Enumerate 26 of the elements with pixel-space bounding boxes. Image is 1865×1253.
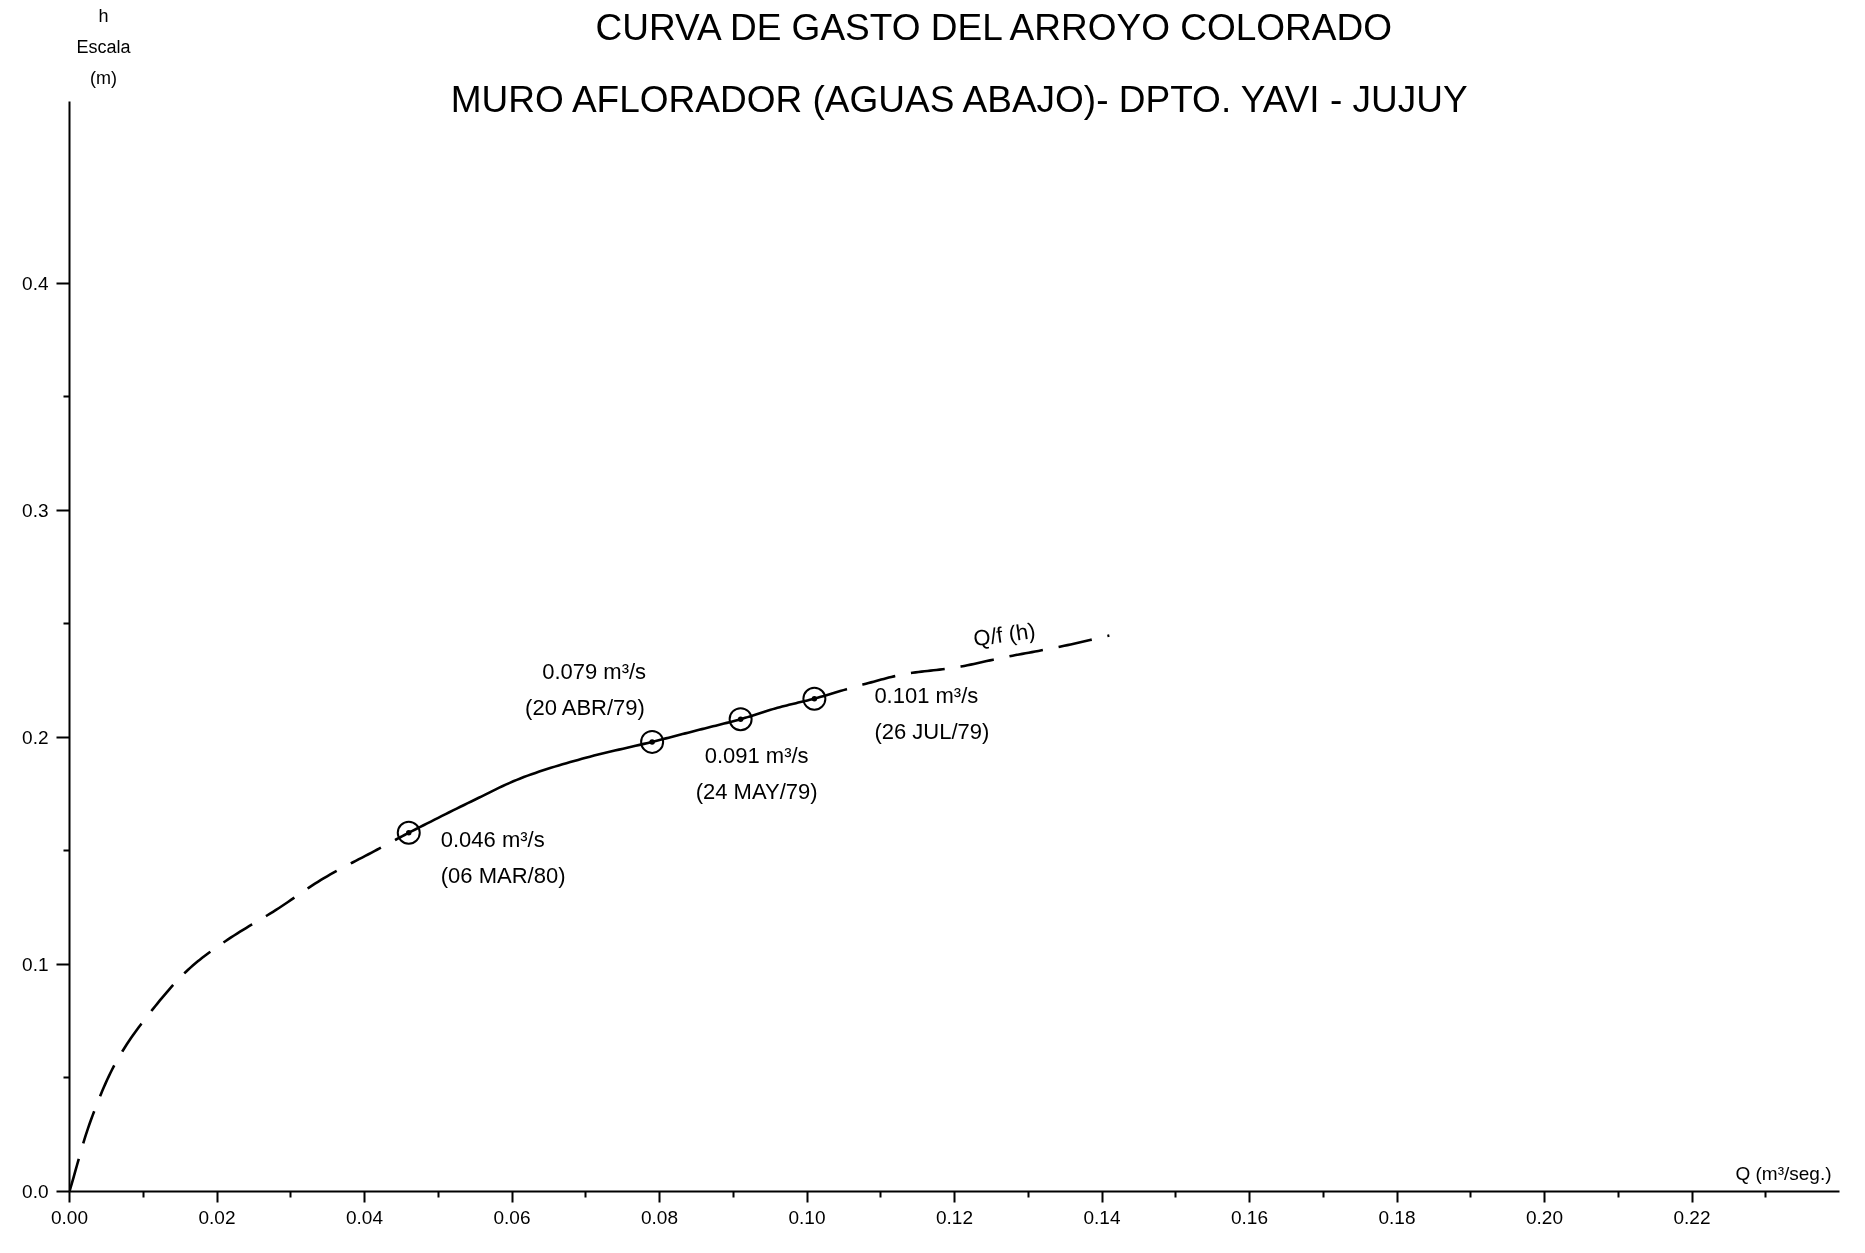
x-tick-label: 0.02 (198, 1206, 236, 1228)
y-tick-label: 0.1 (22, 953, 49, 975)
y-tick-label: 0.3 (22, 499, 49, 521)
chart-title: CURVA DE GASTO DEL ARROYO COLORADO (595, 7, 1392, 48)
x-tick-label: 0.22 (1673, 1206, 1711, 1228)
x-tick-label: 0.06 (493, 1206, 531, 1228)
x-tick-label: 0.14 (1083, 1206, 1121, 1228)
x-tick-label: 0.10 (788, 1206, 826, 1228)
annotation: 0.046 m³/s (06 MAR/80) (440, 826, 566, 888)
x-tick-label: 0.04 (346, 1206, 384, 1228)
x-tick-label: 0.20 (1526, 1206, 1563, 1228)
y-axis-title: h Escala (m) (76, 5, 132, 88)
annotation: Q/f (h) (971, 617, 1037, 652)
annotation: 0.091 m³/s (24 MAY/79) (695, 743, 818, 805)
x-tick-label: 0.08 (641, 1206, 678, 1228)
annotation: 0.101 m³/s (26 JUL/79) (874, 682, 990, 744)
y-tick-label: 0.2 (22, 726, 49, 748)
annotation: 0.079 m³/s (20 ABR/79) (525, 658, 647, 720)
y-tick-label: 0.0 (22, 1181, 49, 1202)
x-tick-label: 0.00 (51, 1206, 88, 1228)
x-tick-label: 0.12 (936, 1206, 973, 1228)
x-tick-label: 0.16 (1231, 1206, 1268, 1228)
x-axis-title: Q (m³/seg.) (1735, 1162, 1832, 1184)
x-tick-label: 0.18 (1378, 1206, 1416, 1228)
chart-subtitle: MURO AFLORADOR (AGUAS ABAJO)- DPTO. YAVI - JUJUY (450, 79, 1468, 120)
y-tick-label: 0.4 (22, 272, 49, 294)
